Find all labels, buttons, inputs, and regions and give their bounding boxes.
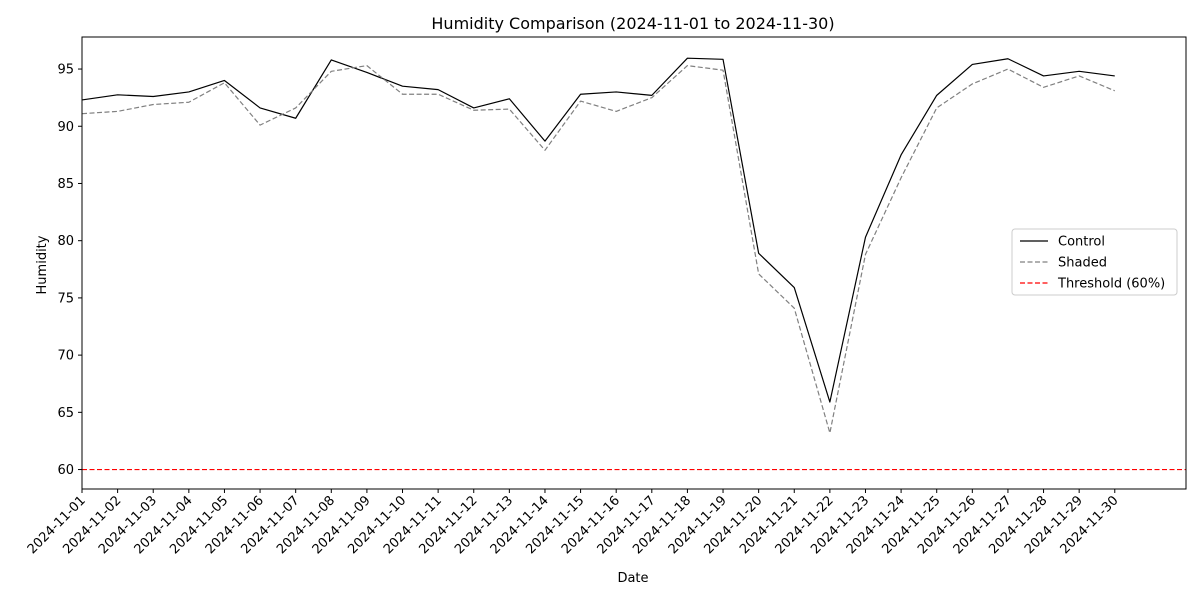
legend-box: [1011, 228, 1178, 296]
y-tick-label: 60: [57, 463, 74, 478]
y-tick-label: 85: [57, 177, 74, 192]
y-tick-label: 80: [57, 234, 74, 249]
y-tick-label: 95: [57, 63, 74, 78]
legend-label: Threshold (60%): [1057, 277, 1165, 292]
legend-label: Control: [1058, 235, 1105, 250]
y-tick-label: 90: [57, 120, 74, 135]
legend-label: Shaded: [1058, 256, 1107, 271]
y-axis-label: Humidity: [35, 235, 50, 294]
series-line-shaded: [81, 65, 1116, 434]
x-axis: 2024-11-012024-11-022024-11-032024-11-04…: [25, 489, 1122, 557]
y-tick-label: 75: [57, 291, 74, 306]
series-line-control: [81, 57, 1115, 403]
plot-frame: [81, 36, 1187, 490]
y-axis: 60 65 70 75 80 85 90 95: [57, 63, 82, 478]
x-axis-label: Date: [617, 571, 648, 586]
chart-title: Humidity Comparison (2024-11-01 to 2024-…: [431, 14, 834, 33]
y-tick-label: 65: [57, 406, 74, 421]
y-tick-label: 70: [57, 349, 74, 364]
legend: Control Shaded Threshold (60%): [1011, 228, 1178, 296]
